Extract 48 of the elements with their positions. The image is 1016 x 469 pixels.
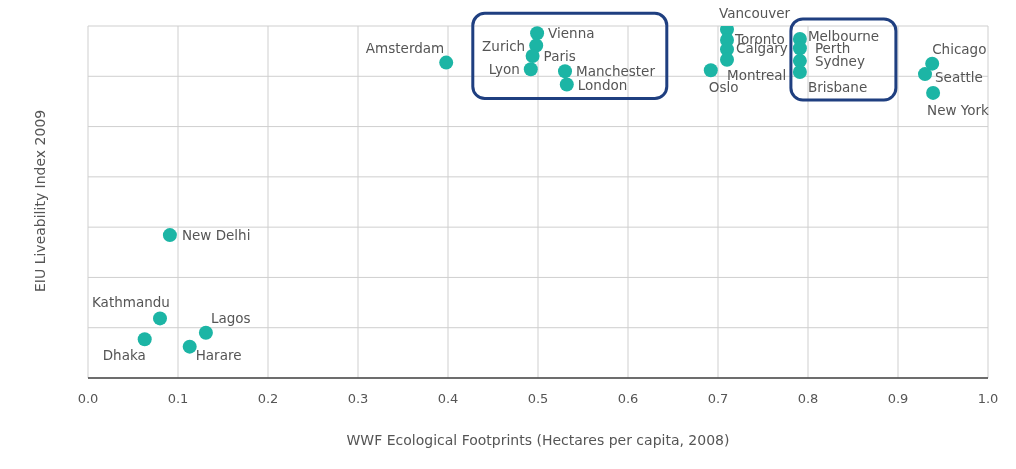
x-tick-label: 0.9 xyxy=(887,391,909,407)
annotation: Amsterdam xyxy=(365,39,445,56)
x-tick-label: 0.6 xyxy=(617,391,639,407)
annotation: Brisbane xyxy=(807,79,868,95)
annotation: Zurich xyxy=(482,37,526,54)
annotation: Sydney xyxy=(814,52,865,69)
annotation: Seattle xyxy=(935,69,983,86)
point xyxy=(162,228,177,243)
point xyxy=(559,77,574,92)
point xyxy=(153,311,167,326)
x-tick-label: 0.5 xyxy=(527,391,549,407)
x-tick-label: 0.7 xyxy=(707,391,729,407)
annotation: Paris xyxy=(543,47,576,64)
point xyxy=(918,67,932,82)
annotation: Harare xyxy=(195,346,242,363)
annotation: Vienna xyxy=(548,25,595,42)
point xyxy=(792,65,807,79)
point xyxy=(926,85,941,100)
x-axis-title: WWF Ecological Footprints (Hectares per capita, 2008) xyxy=(346,432,730,448)
point xyxy=(182,339,197,354)
annotation: Kathmandu xyxy=(92,294,170,311)
x-tick-label: 1.0 xyxy=(977,391,999,407)
point xyxy=(720,52,734,67)
x-tick-label: 0.4 xyxy=(437,391,459,407)
y-axis-title: EIU Liveability Index 2009 xyxy=(31,109,48,292)
x-tick-label: 0.8 xyxy=(797,391,819,407)
point xyxy=(558,64,572,79)
annotation: Dhaka xyxy=(102,347,146,364)
annotation: Lagos xyxy=(210,309,251,326)
x-tick-label: 0.2 xyxy=(257,391,279,407)
annotation: New York xyxy=(927,101,990,118)
x-tick-label: 0.0 xyxy=(77,391,99,407)
annotation: Vancouver xyxy=(719,4,791,21)
point xyxy=(439,55,454,70)
point xyxy=(703,63,718,78)
x-tick-label: 0.3 xyxy=(347,391,369,407)
x-tick-label: 0.1 xyxy=(167,391,189,407)
annotation: Melbourne xyxy=(807,27,880,44)
annotation: Lyon xyxy=(488,61,520,78)
point xyxy=(525,48,540,63)
point xyxy=(530,26,545,41)
annotation: New Delhi xyxy=(181,227,251,244)
point xyxy=(925,56,940,71)
annotation: Chicago xyxy=(932,40,987,57)
point xyxy=(137,332,152,347)
point xyxy=(792,41,807,56)
point xyxy=(523,62,538,77)
point xyxy=(198,325,213,340)
